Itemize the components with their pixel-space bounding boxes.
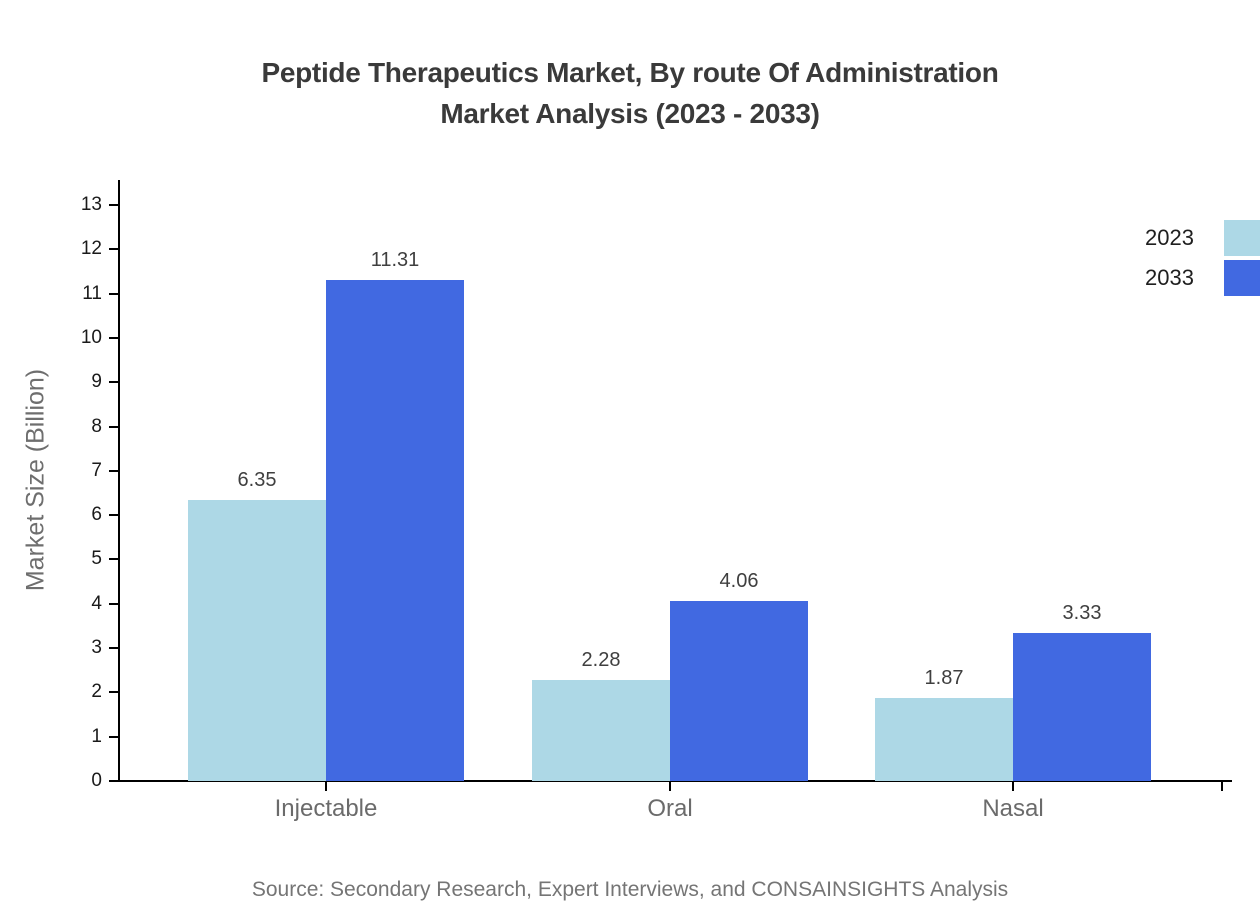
y-axis-tick-label: 3 (91, 637, 102, 659)
y-axis-tick (109, 381, 118, 384)
y-axis-line (118, 180, 120, 782)
y-axis-tick-label: 5 (91, 548, 102, 570)
y-axis-tick-label: 9 (91, 371, 102, 393)
y-axis-tick-label: 13 (80, 194, 102, 215)
bar-value-label: 4.06 (719, 570, 759, 592)
legend-label: 2033 (1145, 265, 1194, 290)
bar-value-label: 3.33 (1062, 602, 1102, 624)
y-axis-tick (109, 425, 118, 428)
legend-item: 2023 (1145, 218, 1260, 258)
x-axis-category-label: Oral (647, 795, 693, 822)
x-axis-tick (1221, 782, 1223, 791)
x-axis-category-label: Nasal (982, 795, 1044, 822)
y-axis-tick-label: 6 (91, 504, 102, 526)
y-axis-tick (109, 292, 118, 295)
y-axis-tick-label: 12 (80, 238, 102, 260)
y-axis-tick (109, 336, 118, 339)
bar-injectable-2023 (188, 500, 326, 781)
y-axis-tick (109, 691, 118, 694)
chart-title-line1: Peptide Therapeutics Market, By route Of… (261, 57, 999, 88)
legend-swatch (1224, 220, 1260, 256)
y-axis-tick-label: 11 (82, 282, 102, 304)
y-axis-tick-label: 7 (91, 459, 102, 481)
legend-item: 2033 (1145, 258, 1260, 298)
bar-nasal-2033 (1013, 633, 1151, 781)
y-axis-tick (109, 248, 118, 251)
x-axis-category-label: Injectable (274, 795, 378, 822)
x-axis-tick (325, 782, 327, 791)
y-axis-tick (109, 602, 118, 605)
bar-oral-2033 (670, 601, 808, 781)
x-axis-tick (1012, 782, 1014, 791)
y-axis-tick-label: 2 (91, 681, 102, 703)
y-axis-tick (109, 514, 118, 517)
y-axis-tick (109, 469, 118, 472)
y-axis-tick (109, 647, 118, 650)
y-axis-tick-label: 1 (91, 725, 102, 747)
bar-value-label: 6.35 (237, 469, 277, 491)
y-axis-tick (109, 780, 118, 782)
x-axis-line (118, 780, 1232, 782)
x-axis-tick (669, 782, 671, 791)
y-axis-tick (109, 204, 118, 206)
chart-title: Peptide Therapeutics Market, By route Of… (0, 52, 1260, 134)
source-note: Source: Secondary Research, Expert Inter… (251, 878, 1009, 901)
bar-value-label: 1.87 (924, 667, 964, 689)
y-axis-tick-label: 0 (91, 770, 102, 791)
bar-nasal-2023 (875, 698, 1013, 781)
legend-swatch (1224, 260, 1260, 296)
bar-value-label: 11.31 (370, 249, 420, 271)
y-axis-tick-label: 10 (80, 326, 102, 348)
y-axis-tick-label: 4 (91, 592, 102, 614)
y-axis-tick-label: 8 (91, 415, 102, 437)
y-axis-tick (109, 735, 118, 738)
legend: 2023 2033 (1145, 218, 1260, 298)
bar-value-label: 2.28 (581, 649, 621, 671)
chart-title-line2: Market Analysis (2023 - 2033) (440, 98, 820, 129)
y-axis-tick (109, 558, 118, 561)
legend-label: 2023 (1145, 225, 1194, 250)
bar-injectable-2033 (326, 280, 464, 781)
bar-oral-2023 (532, 680, 670, 781)
